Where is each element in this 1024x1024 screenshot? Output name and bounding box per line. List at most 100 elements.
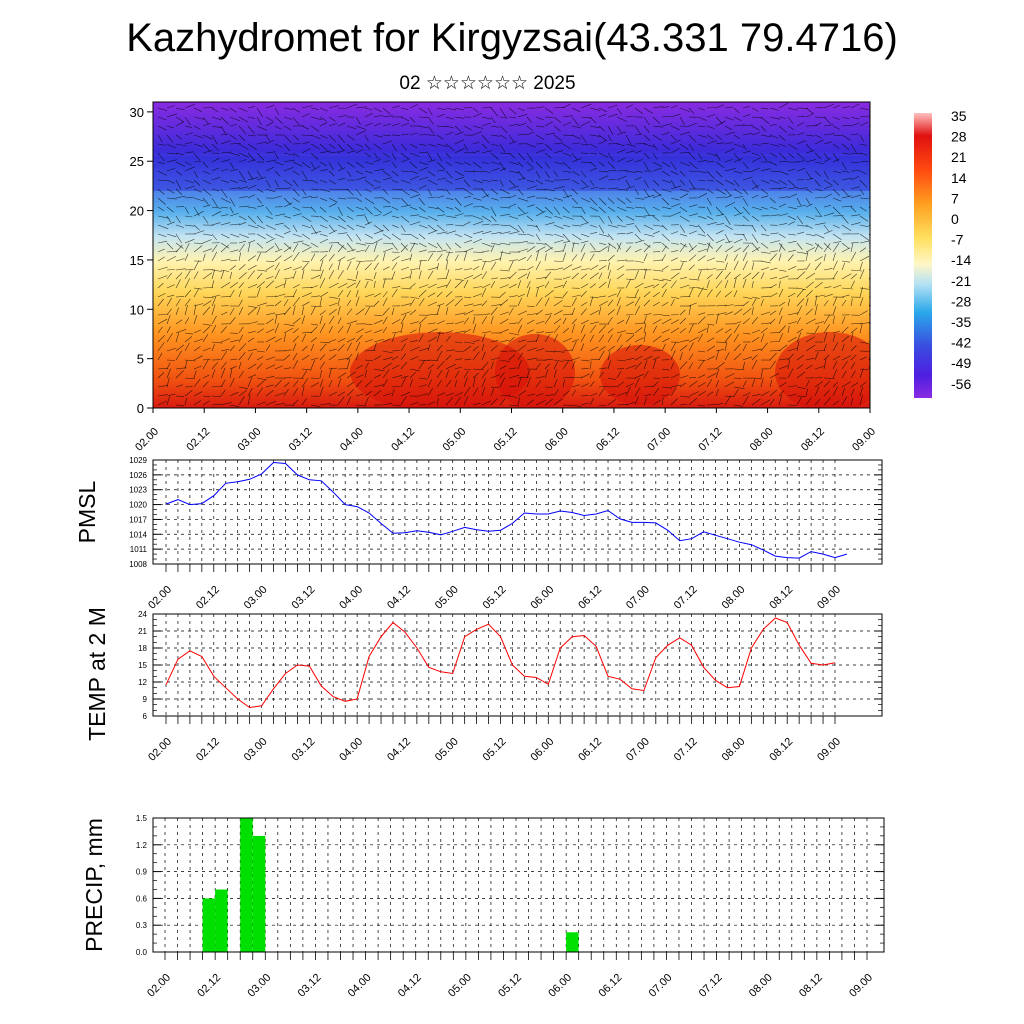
wind-barb bbox=[715, 260, 725, 263]
wind-barb bbox=[724, 195, 733, 199]
wind-barb bbox=[436, 344, 443, 352]
wind-barb bbox=[238, 290, 242, 298]
x-tick-label: 09.00 bbox=[815, 736, 843, 764]
wind-barb bbox=[310, 165, 321, 172]
wind-barb bbox=[706, 314, 715, 316]
wind-barb bbox=[175, 279, 181, 289]
wind-barb bbox=[445, 299, 455, 307]
wind-barb bbox=[265, 318, 274, 325]
wind-barb bbox=[535, 134, 545, 141]
wind-barb bbox=[364, 293, 374, 298]
wind-barb bbox=[715, 188, 726, 195]
y-tick-label: 0.3 bbox=[136, 921, 148, 930]
wind-barb bbox=[346, 353, 353, 361]
wind-barb bbox=[220, 379, 226, 388]
x-tick-label: 07.12 bbox=[672, 584, 700, 612]
wind-barb bbox=[571, 360, 576, 370]
wind-barb bbox=[256, 233, 266, 240]
wind-barb bbox=[445, 170, 453, 179]
wind-barb bbox=[481, 223, 490, 226]
wind-barb bbox=[229, 271, 232, 280]
wind-barb bbox=[616, 305, 621, 316]
wind-barb bbox=[238, 222, 247, 226]
wind-barb bbox=[634, 337, 644, 343]
wind-barb bbox=[751, 125, 760, 131]
wind-barb bbox=[832, 296, 838, 307]
wind-barb bbox=[733, 170, 743, 174]
wind-barb bbox=[544, 331, 554, 334]
wind-barb bbox=[427, 322, 436, 325]
wind-barb bbox=[337, 245, 345, 253]
wind-barb bbox=[679, 395, 690, 398]
wind-barb bbox=[373, 134, 383, 138]
wind-barb bbox=[751, 167, 760, 172]
wind-barb bbox=[184, 397, 188, 406]
wind-barb bbox=[427, 270, 434, 280]
wind-barb bbox=[859, 381, 867, 388]
wind-barb bbox=[598, 246, 608, 253]
wind-barb bbox=[688, 302, 697, 307]
wind-barb bbox=[553, 134, 563, 142]
wind-barb bbox=[841, 381, 852, 388]
wind-barb bbox=[724, 262, 728, 271]
wind-barb bbox=[436, 177, 447, 181]
wind-barb bbox=[823, 185, 832, 190]
wind-barb bbox=[238, 282, 245, 289]
wind-barb bbox=[490, 143, 499, 147]
wind-barb bbox=[247, 106, 256, 109]
wind-barb bbox=[634, 387, 641, 397]
wind-barb bbox=[850, 161, 859, 163]
wind-barb bbox=[211, 296, 217, 307]
wind-barb bbox=[562, 349, 573, 352]
wind-barb bbox=[193, 338, 204, 343]
wind-barb bbox=[247, 224, 259, 229]
wind-barb bbox=[517, 257, 526, 262]
wind-barb bbox=[490, 388, 494, 397]
wind-barb bbox=[328, 254, 335, 262]
wind-barb bbox=[706, 197, 712, 206]
wind-barb bbox=[832, 260, 838, 271]
wind-barb bbox=[319, 291, 329, 298]
wind-barb bbox=[778, 365, 789, 370]
wind-barb bbox=[652, 283, 660, 289]
wind-barb bbox=[535, 210, 546, 217]
wind-barb bbox=[724, 280, 729, 289]
wind-barb bbox=[814, 350, 826, 352]
wind-barb bbox=[418, 323, 421, 334]
wind-barb bbox=[571, 404, 582, 407]
wind-barb bbox=[355, 270, 359, 280]
wind-barb bbox=[715, 379, 720, 388]
wind-barb bbox=[733, 143, 745, 148]
wind-barb bbox=[634, 327, 643, 334]
wind-barb bbox=[346, 150, 356, 154]
wind-barb bbox=[184, 332, 194, 335]
wind-barb bbox=[364, 396, 369, 406]
wind-barb bbox=[310, 179, 319, 184]
wind-barb bbox=[382, 140, 393, 145]
wind-barb bbox=[418, 167, 429, 172]
wind-barb bbox=[229, 404, 239, 407]
wind-barb bbox=[355, 130, 366, 136]
wind-barb bbox=[742, 188, 749, 195]
wind-barb bbox=[670, 314, 679, 316]
wind-barb bbox=[346, 206, 355, 213]
wind-barb bbox=[220, 188, 228, 198]
wind-barb bbox=[274, 269, 280, 280]
wind-barb bbox=[562, 264, 573, 271]
wind-barb bbox=[481, 343, 485, 352]
wind-barb bbox=[310, 269, 322, 271]
wind-barb bbox=[643, 134, 651, 141]
wind-barb bbox=[319, 206, 327, 213]
wind-barb bbox=[193, 304, 197, 316]
wind-barb bbox=[508, 322, 518, 325]
wind-barb bbox=[796, 271, 806, 280]
wind-barb bbox=[319, 179, 327, 183]
wind-barb bbox=[418, 233, 426, 240]
wind-barb bbox=[535, 363, 541, 370]
wind-barb bbox=[319, 188, 330, 192]
wind-barb bbox=[418, 134, 428, 136]
wind-barb bbox=[589, 224, 598, 228]
wind-barb bbox=[760, 206, 769, 210]
wind-barb bbox=[562, 404, 573, 406]
wind-barb bbox=[598, 140, 607, 145]
